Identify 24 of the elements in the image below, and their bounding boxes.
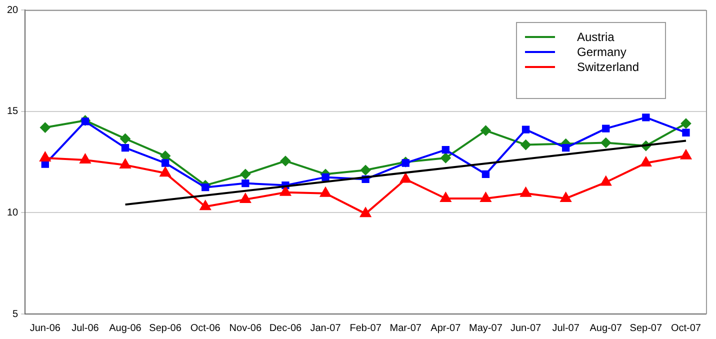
x-tick-label: Sep-06 <box>149 322 182 334</box>
x-tick-label: Apr-07 <box>430 322 462 334</box>
x-tick-label: Mar-07 <box>390 322 422 334</box>
x-tick-label: Feb-07 <box>350 322 382 334</box>
x-tick-label: Dec-06 <box>269 322 302 334</box>
legend-label: Switzerland <box>577 60 640 74</box>
x-tick-label: Aug-06 <box>109 322 142 334</box>
y-tick-label: 5 <box>12 308 19 320</box>
x-tick-label: Jun-07 <box>510 322 542 334</box>
x-tick-label: Sep-07 <box>630 322 662 334</box>
legend-label: Austria <box>577 30 614 44</box>
x-tick-label: Aug-07 <box>590 322 622 334</box>
x-tick-label: May-07 <box>469 322 503 334</box>
x-tick-label: Jun-06 <box>30 322 61 334</box>
x-tick-label: Oct-06 <box>190 322 221 334</box>
x-tick-label: Oct-07 <box>670 322 702 334</box>
y-tick-label: 20 <box>7 4 19 16</box>
x-tick-label: Nov-06 <box>229 322 262 334</box>
y-tick-label: 10 <box>7 207 19 218</box>
x-tick-label: Jul-07 <box>552 322 580 334</box>
x-tick-label: Jan-07 <box>310 322 342 334</box>
y-tick-label: 15 <box>7 106 19 118</box>
x-tick-label: Jul-06 <box>72 322 100 334</box>
legend-label: Germany <box>577 44 626 58</box>
